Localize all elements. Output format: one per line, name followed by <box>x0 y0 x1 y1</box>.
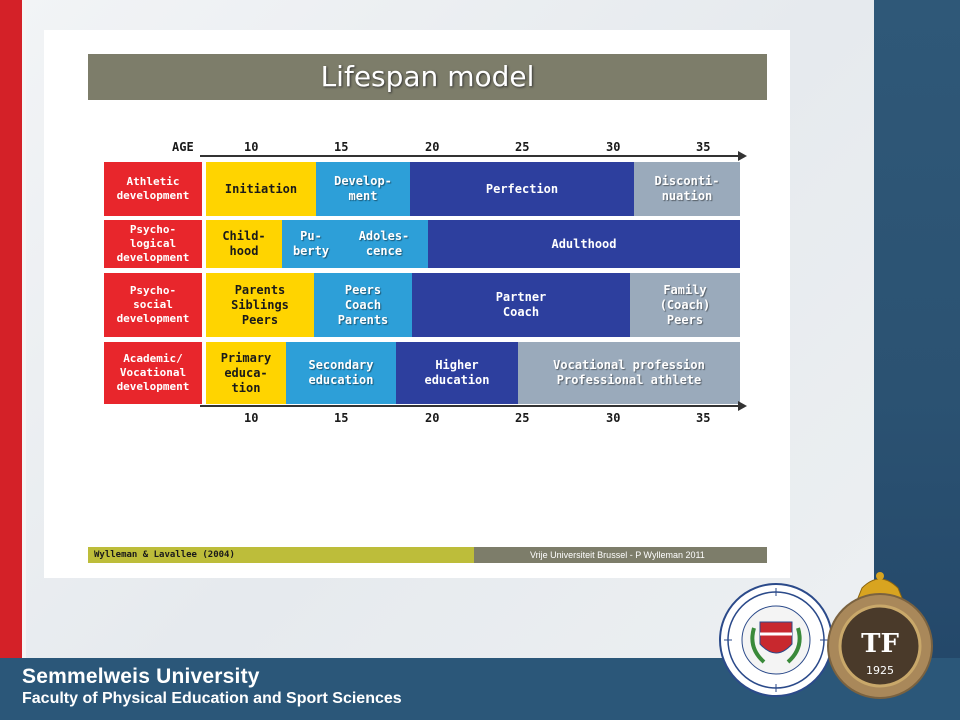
red-side-stripe <box>0 0 22 660</box>
psychological-puberty: Pu- berty <box>282 220 340 268</box>
slide-title: Lifespan model <box>88 54 767 100</box>
age-tick-top: 20 <box>425 140 440 154</box>
academic-vocational-profession: Vocational profession Professional athle… <box>518 342 740 404</box>
age-tick-bottom: 25 <box>515 411 530 425</box>
athletic-initiation: Initiation <box>206 162 316 216</box>
top-axis-line <box>200 155 740 157</box>
citation-bar: Wylleman & Lavallee (2004) <box>88 547 474 563</box>
age-tick-bottom: 20 <box>425 411 440 425</box>
age-tick-top: 35 <box>696 140 711 154</box>
age-tick-top: 10 <box>244 140 259 154</box>
credit-bar: Vrije Universiteit Brussel - P Wylleman … <box>474 547 767 563</box>
top-axis-arrow <box>738 151 747 161</box>
psychosocial-parents-siblings-peers: Parents Siblings Peers <box>206 273 314 337</box>
tf-faculty-logo: TF 1925 <box>827 572 933 699</box>
age-tick-bottom: 10 <box>244 411 259 425</box>
bottom-axis-arrow <box>738 401 747 411</box>
footer-faculty-name: Faculty of Physical Education and Sport … <box>22 690 402 707</box>
age-tick-bottom: 35 <box>696 411 711 425</box>
psychosocial-partner-coach: Partner Coach <box>412 273 630 337</box>
academic-secondary-education: Secondary education <box>286 342 396 404</box>
footer-university-name: Semmelweis University <box>22 665 260 688</box>
university-seal-logo <box>719 583 833 697</box>
tf-seal-letters: TF <box>861 629 899 659</box>
athletic-development: Develop- ment <box>316 162 410 216</box>
row-header-psychological: Psycho- logical development <box>104 220 202 268</box>
athletic-discontinuation: Disconti- nuation <box>634 162 740 216</box>
row-header-psychosocial: Psycho- social development <box>104 273 202 337</box>
psychosocial-family-coach-peers: Family (Coach) Peers <box>630 273 740 337</box>
age-tick-top: 30 <box>606 140 621 154</box>
right-blue-band <box>874 0 960 660</box>
age-tick-top: 25 <box>515 140 530 154</box>
row-header-academic-vocational: Academic/ Vocational development <box>104 342 202 404</box>
row-header-athletic: Athletic development <box>104 162 202 216</box>
academic-higher-education: Higher education <box>396 342 518 404</box>
academic-primary-education: Primary educa- tion <box>206 342 286 404</box>
age-tick-bottom: 15 <box>334 411 349 425</box>
age-tick-top: 15 <box>334 140 349 154</box>
age-axis-label: AGE <box>172 140 194 154</box>
psychological-adolescence: Adoles- cence <box>340 220 428 268</box>
age-tick-bottom: 30 <box>606 411 621 425</box>
athletic-perfection: Perfection <box>410 162 634 216</box>
psychological-adulthood: Adulthood <box>428 220 740 268</box>
bottom-axis-line <box>200 405 740 407</box>
psychosocial-peers-coach-parents: Peers Coach Parents <box>314 273 412 337</box>
stripe-divider <box>22 0 26 660</box>
psychological-childhood: Child- hood <box>206 220 282 268</box>
tf-seal-year: 1925 <box>866 664 894 677</box>
